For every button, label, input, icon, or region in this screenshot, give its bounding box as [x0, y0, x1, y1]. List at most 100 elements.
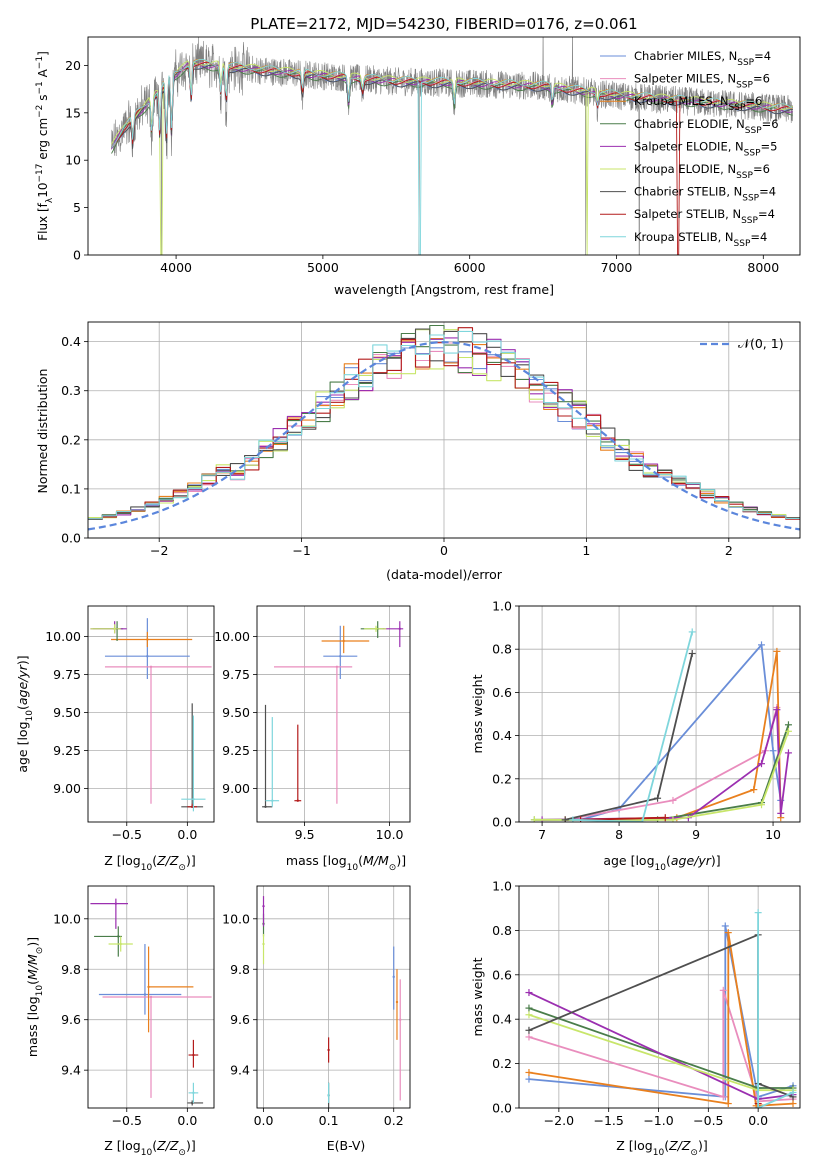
massz-xlabel: Z [log10(Z/Z⊙)]: [104, 1138, 195, 1158]
weight-series: [534, 730, 790, 821]
y-tick-label: 1.0: [492, 599, 512, 614]
legend-label: Salpeter ELODIE, NSSP=5: [634, 139, 777, 158]
axes-frame: [256, 885, 411, 1109]
panel-residuals: −2 −1 0 1 2 0.0 0.1 0.2 0.3 0.4: [61, 321, 801, 558]
data-point: [192, 797, 195, 801]
x-tick-label: −0.5: [112, 827, 142, 842]
y-tick-label: 0.2: [492, 1056, 512, 1071]
plot-area: [525, 909, 797, 1108]
y-tick-label: 9.75: [222, 667, 250, 682]
y-tick-label: 9.50: [53, 705, 81, 720]
legend-label: Kroupa ELODIE, NSSP=6: [634, 162, 770, 181]
x-tick-label: 7: [538, 827, 546, 842]
gaussian-curve: [88, 341, 800, 531]
y-tick-label: 10.00: [214, 629, 250, 644]
x-tick-label: 0.2: [384, 1113, 404, 1128]
legend-label: Chabrier STELIB, NSSP=4: [634, 185, 776, 204]
data-point: [192, 1053, 195, 1057]
plot-area: [90, 618, 212, 812]
data-point: [374, 627, 378, 631]
y-tick-label: 0.0: [61, 531, 81, 546]
spectrum-xlabel: wavelength [Angstrom, rest frame]: [334, 282, 554, 297]
agez-xlabel: Z [log10(Z/Z⊙)]: [104, 853, 195, 873]
plot-area: [262, 896, 402, 1108]
model-spectrum: [111, 58, 793, 255]
axes-frame: [87, 36, 801, 256]
y-tick-label: 0.2: [492, 771, 512, 786]
data-point: [339, 654, 342, 658]
axes-frame: [518, 605, 801, 823]
y-tick-label: 1.0: [492, 879, 512, 894]
y-tick-label: 9.00: [222, 781, 250, 796]
y-tick-label: 0.0: [492, 815, 512, 830]
legend-label: Chabrier ELODIE, NSSP=6: [634, 117, 779, 136]
residual-histogram: [88, 327, 800, 520]
data-point: [190, 1101, 194, 1105]
x-tick-label: −0.5: [112, 1113, 142, 1128]
y-tick-label: 9.25: [53, 743, 81, 758]
y-tick-label: 20: [65, 58, 81, 73]
data-point: [264, 805, 267, 808]
weightz-xlabel: Z [log10(Z/Z⊙)]: [616, 1138, 707, 1158]
y-tick-label: 9.6: [61, 1012, 81, 1027]
x-tick-label: −1.0: [643, 1113, 673, 1128]
data-point: [342, 639, 345, 643]
panel-mass-EBV: 0.0 0.1 0.2 9.4 9.6 9.8 10.0: [222, 885, 411, 1128]
x-tick-label: 0: [440, 543, 448, 558]
y-tick-label: 0.6: [492, 967, 512, 982]
x-tick-label: 0.0: [177, 1113, 197, 1128]
y-tick-label: 9.75: [53, 667, 81, 682]
x-tick-label: 2: [725, 543, 733, 558]
x-tick-label: 0.0: [254, 1113, 274, 1128]
y-tick-label: 9.6: [230, 1012, 250, 1027]
data-point: [149, 995, 153, 999]
panel-spectrum: 4000 5000 6000 7000 8000 0 5 10 15 20: [65, 36, 801, 275]
weight-series: [757, 912, 794, 1108]
y-tick-label: 10.00: [45, 629, 81, 644]
y-tick-label: 0.1: [61, 481, 81, 496]
data-point: [262, 904, 265, 908]
data-point: [143, 993, 147, 996]
weight-series: [565, 707, 778, 821]
x-tick-label: 6000: [454, 260, 486, 275]
plot-area: [88, 324, 800, 531]
weight-series: [564, 653, 694, 821]
panel-mass-Z: −0.5 0.0 9.4 9.6 9.8 10.0: [53, 885, 215, 1128]
plot-area: [530, 628, 792, 822]
y-tick-label: 0: [73, 248, 81, 263]
legend-label: Salpeter MILES, NSSP=6: [634, 72, 770, 91]
data-point: [399, 1018, 402, 1021]
panel-age-mass: 9.5 10.0 9.00 9.25 9.50 9.75 10.00: [214, 605, 411, 842]
massebv-xlabel: E(B-V): [327, 1138, 366, 1153]
agemass-xlabel: mass [log10(M/M⊙)]: [286, 853, 406, 873]
y-tick-label: 0.2: [61, 432, 81, 447]
data-point: [117, 935, 120, 938]
y-tick-label: 0.6: [492, 685, 512, 700]
residual-ylabel: Normed distribution: [35, 369, 50, 494]
x-tick-label: 7000: [601, 260, 633, 275]
data-point: [113, 627, 116, 631]
y-tick-label: 0.8: [492, 642, 512, 657]
agez-ylabel: age [log10(age/yr)]: [15, 655, 35, 772]
y-tick-label: 9.00: [53, 781, 81, 796]
legend-label: 𝒩(0, 1): [738, 336, 784, 351]
weight-series: [580, 644, 782, 821]
panel-age-Z: −0.5 0.0 9.00 9.25 9.50 9.75 10.00: [45, 605, 215, 842]
data-point: [395, 1000, 399, 1004]
x-tick-label: 10: [765, 827, 781, 842]
x-tick-label: 8: [615, 827, 623, 842]
x-tick-label: −2: [150, 543, 168, 558]
x-tick-label: 4000: [160, 260, 192, 275]
data-point: [398, 627, 401, 631]
legend-label: Chabrier MILES, NSSP=4: [634, 49, 771, 68]
plot-area: [111, 37, 793, 255]
data-point: [392, 975, 395, 979]
y-tick-label: 0.4: [61, 334, 81, 349]
y-tick-label: 9.25: [222, 743, 250, 758]
axes-frame: [256, 605, 411, 823]
y-tick-label: 10.0: [222, 911, 250, 926]
data-point: [327, 1048, 330, 1052]
legend-label: Salpeter STELIB, NSSP=4: [634, 207, 775, 226]
weightz-ylabel: mass weight: [470, 957, 485, 1036]
axes-frame: [87, 605, 215, 823]
